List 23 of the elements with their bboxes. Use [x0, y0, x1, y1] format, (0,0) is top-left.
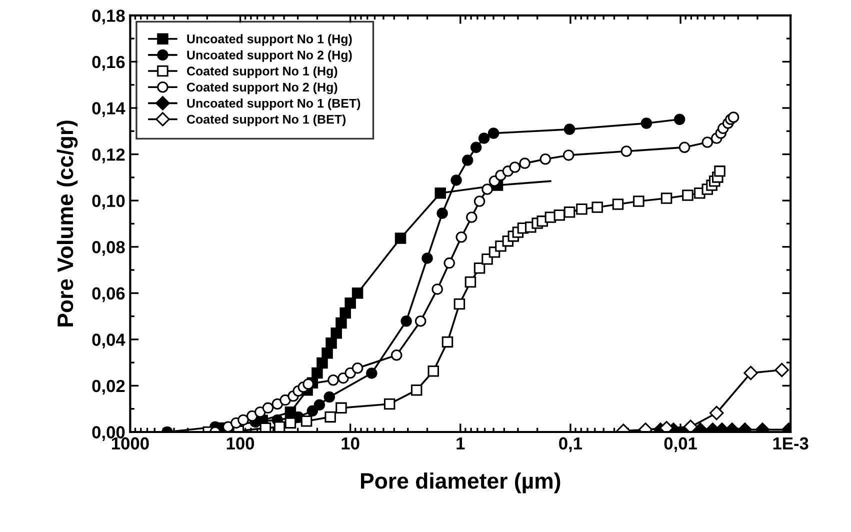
- legend-label: Uncoated support No 1 (BET): [187, 98, 360, 110]
- y-tick-label: 0,12: [92, 148, 125, 164]
- y-tick-label: 0,02: [92, 380, 125, 395]
- y-tick-label: 0,14: [92, 102, 126, 117]
- y-tick-label: 0,10: [92, 194, 125, 210]
- y-tick-label: 0,16: [92, 56, 125, 71]
- x-tick-label: 0,01: [664, 437, 697, 452]
- x-tick-label: 10: [342, 437, 360, 450]
- x-tick-label: 0,1: [559, 437, 582, 452]
- x-axis-title: Pore diameter (µm): [361, 472, 560, 494]
- y-tick-label: 0,06: [92, 287, 125, 302]
- y-tick-label: 0,08: [92, 241, 125, 256]
- legend-label: Uncoated support No 2 (Hg): [187, 50, 352, 62]
- y-tick-label: 0,04: [92, 334, 126, 348]
- x-tick-label: 1E-3: [773, 437, 808, 450]
- x-tick-label: 100: [226, 437, 254, 450]
- legend-label: Uncoated support No 1 (Hg): [187, 34, 352, 46]
- legend-label: Coated support No 1 (Hg): [186, 66, 338, 78]
- x-tick-label: 1: [456, 437, 465, 450]
- legend-label: Coated support No 2 (Hg): [186, 82, 338, 94]
- legend-label: Coated support No 1 (BET): [186, 114, 346, 126]
- y-tick-label: 0,18: [92, 10, 125, 24]
- y-axis-title: Pore Volume (cc/gr): [56, 120, 78, 326]
